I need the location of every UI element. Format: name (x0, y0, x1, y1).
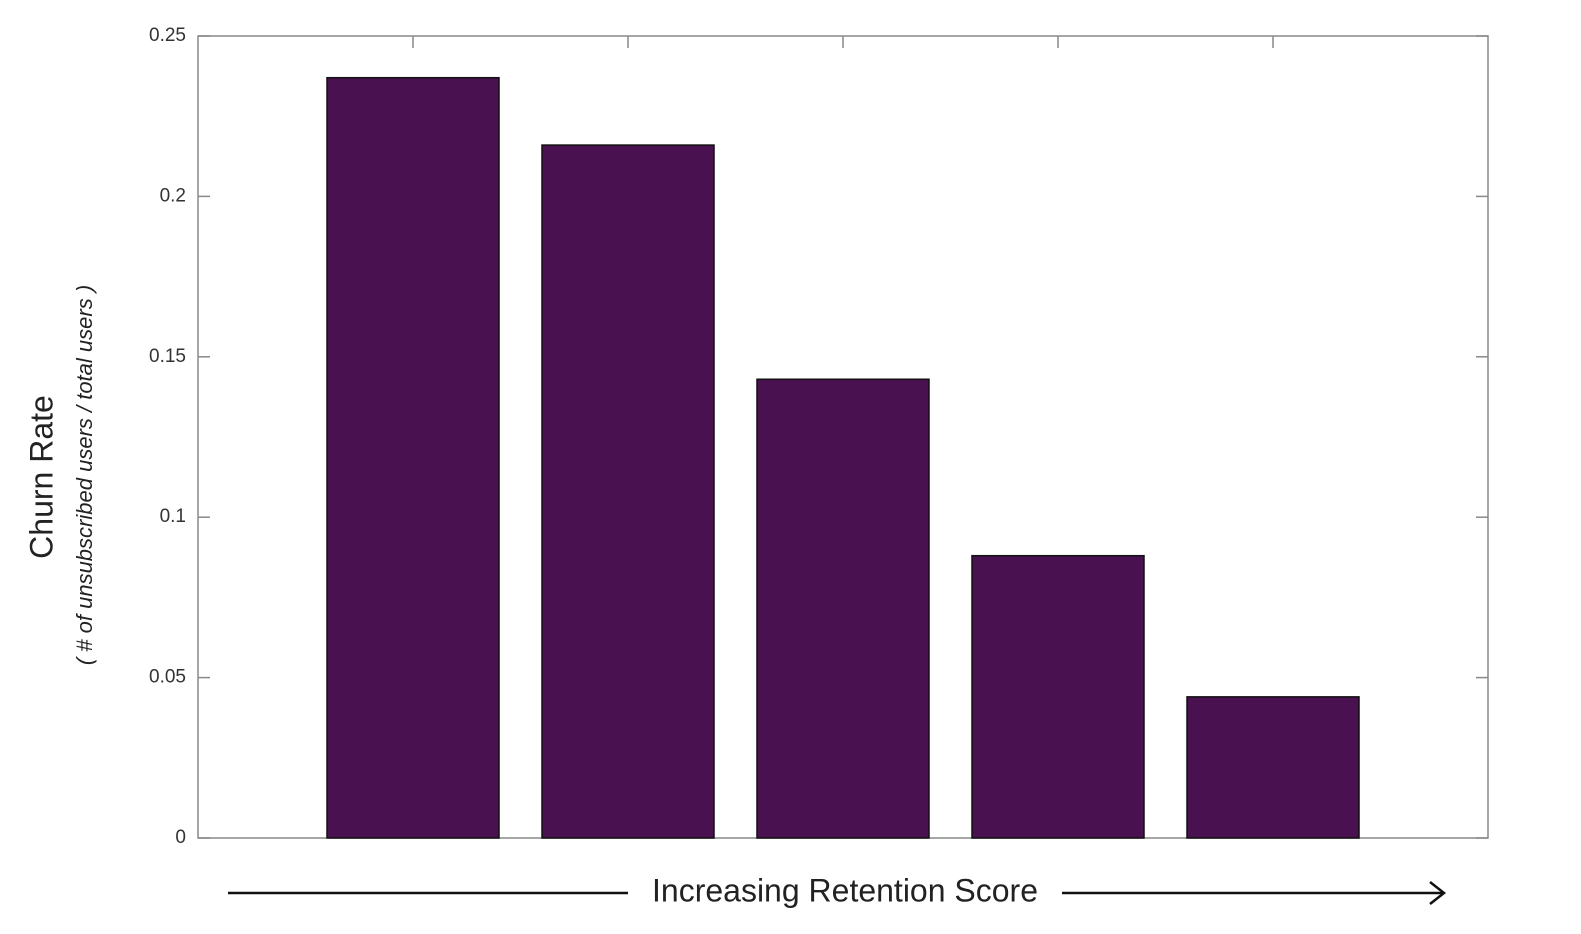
arrow-head (1429, 881, 1447, 905)
y-tick-label: 0.15 (149, 346, 186, 367)
y-tick-label: 0.25 (149, 25, 186, 46)
y-axis-title: Churn Rate (23, 395, 59, 559)
bar (756, 378, 930, 839)
bar (541, 144, 715, 839)
y-tick-label: 0 (175, 827, 186, 848)
y-tick-label: 0.1 (160, 506, 186, 527)
y-tick-label: 0.2 (160, 185, 186, 206)
y-tick-label: 0.05 (149, 667, 186, 688)
x-axis-title: Increasing Retention Score (652, 872, 1038, 908)
y-axis-subtitle: ( # of unsubscribed users / total users … (72, 285, 97, 665)
bar (326, 76, 500, 839)
bar (1186, 696, 1360, 839)
bar (971, 554, 1145, 839)
